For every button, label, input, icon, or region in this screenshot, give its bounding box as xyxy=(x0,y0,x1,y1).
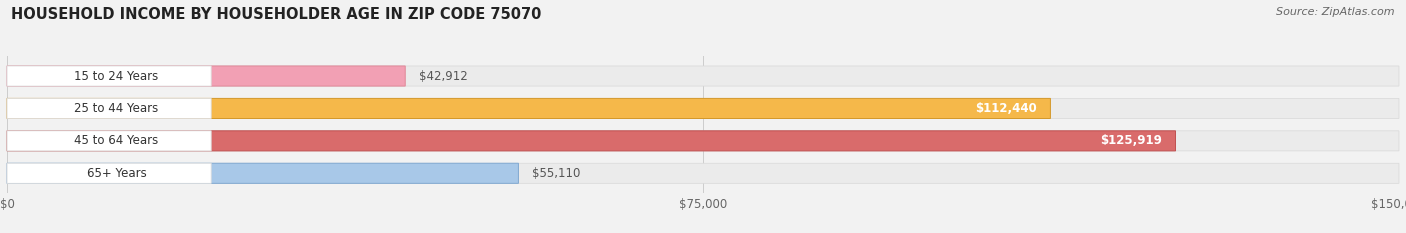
FancyBboxPatch shape xyxy=(7,131,1399,151)
FancyBboxPatch shape xyxy=(7,98,1399,119)
Text: 45 to 64 Years: 45 to 64 Years xyxy=(75,134,159,147)
Text: 65+ Years: 65+ Years xyxy=(87,167,146,180)
Text: Source: ZipAtlas.com: Source: ZipAtlas.com xyxy=(1277,7,1395,17)
Text: HOUSEHOLD INCOME BY HOUSEHOLDER AGE IN ZIP CODE 75070: HOUSEHOLD INCOME BY HOUSEHOLDER AGE IN Z… xyxy=(11,7,541,22)
Text: 15 to 24 Years: 15 to 24 Years xyxy=(75,69,159,82)
FancyBboxPatch shape xyxy=(7,66,1399,86)
Text: $125,919: $125,919 xyxy=(1099,134,1161,147)
FancyBboxPatch shape xyxy=(7,98,1050,119)
FancyBboxPatch shape xyxy=(7,163,211,183)
FancyBboxPatch shape xyxy=(7,163,1399,183)
FancyBboxPatch shape xyxy=(7,131,211,151)
Text: $55,110: $55,110 xyxy=(533,167,581,180)
FancyBboxPatch shape xyxy=(7,163,519,183)
Text: 25 to 44 Years: 25 to 44 Years xyxy=(75,102,159,115)
FancyBboxPatch shape xyxy=(7,66,211,86)
Text: $42,912: $42,912 xyxy=(419,69,468,82)
FancyBboxPatch shape xyxy=(7,66,405,86)
FancyBboxPatch shape xyxy=(7,98,211,119)
Text: $112,440: $112,440 xyxy=(974,102,1036,115)
FancyBboxPatch shape xyxy=(7,131,1175,151)
